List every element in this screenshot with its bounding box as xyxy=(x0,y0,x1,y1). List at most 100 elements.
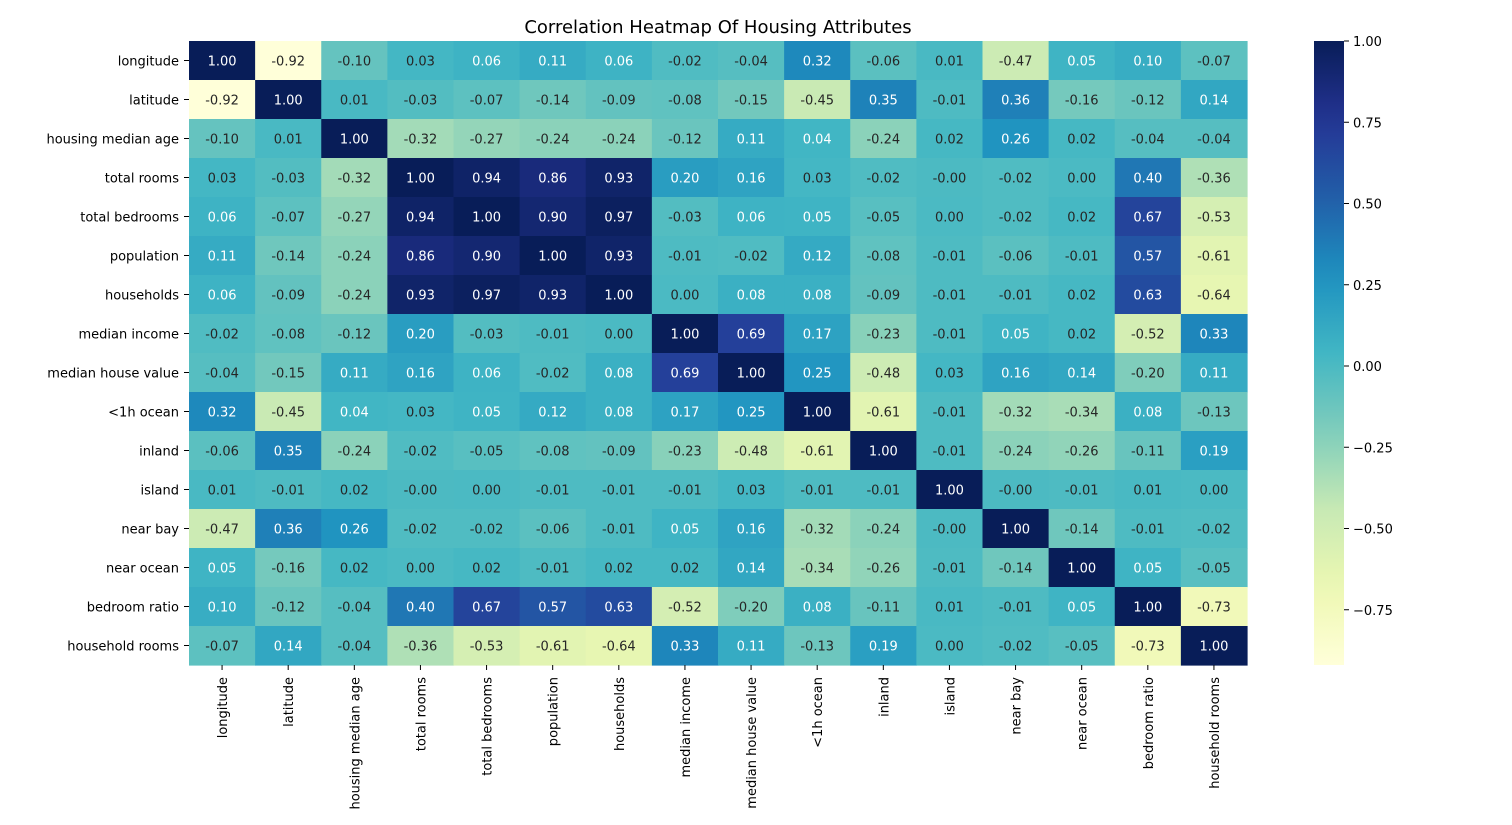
heatmap-cell xyxy=(784,197,851,237)
cell-value-label: 1.00 xyxy=(803,406,832,421)
cell-value-label: 0.00 xyxy=(935,640,964,655)
cell-value-label: 0.69 xyxy=(737,328,766,343)
cell-value-label: 0.00 xyxy=(472,484,501,499)
heatmap-cell xyxy=(850,548,917,588)
heatmap-cell xyxy=(916,431,984,471)
heatmap-cell xyxy=(850,80,917,120)
x-tick-label: island xyxy=(943,677,958,715)
heatmap-cell xyxy=(1048,470,1116,510)
heatmap-cell xyxy=(519,80,587,120)
heatmap-cell xyxy=(850,314,917,354)
cell-value-label: -0.47 xyxy=(999,55,1033,70)
cell-value-label: 0.05 xyxy=(1067,601,1096,616)
heatmap-cell xyxy=(916,353,984,393)
cell-value-label: 0.97 xyxy=(604,211,633,226)
heatmap-cell xyxy=(718,314,785,354)
cell-value-label: 0.02 xyxy=(670,562,699,577)
cell-value-label: 1.00 xyxy=(1001,523,1030,538)
cell-value-label: 0.02 xyxy=(472,562,501,577)
cell-value-label: -0.05 xyxy=(866,211,900,226)
heatmap-cell xyxy=(321,431,388,471)
heatmap-cell xyxy=(982,314,1050,354)
heatmap-cell xyxy=(1114,626,1182,666)
heatmap-cell xyxy=(255,626,322,666)
heatmap-cell xyxy=(916,80,984,120)
heatmap-cell xyxy=(453,119,521,159)
cell-value-label: 0.16 xyxy=(1001,367,1030,382)
x-tick-label: total bedrooms xyxy=(481,677,496,776)
cell-value-label: -0.06 xyxy=(866,55,900,70)
heatmap-cell xyxy=(718,275,785,315)
heatmap-cell xyxy=(255,119,322,159)
heatmap-cell xyxy=(255,236,322,276)
heatmap-cell xyxy=(189,158,256,198)
heatmap-cells: 1.00 -0.92 -0.10 0.03 0.06 0.11 0.06 -0.02 -0.04… xyxy=(189,41,1248,666)
heatmap-cell xyxy=(1048,41,1116,81)
cell-value-label: -0.04 xyxy=(1197,133,1231,148)
heatmap-cell xyxy=(1048,548,1116,588)
cell-value-label: 0.16 xyxy=(737,172,766,187)
cell-value-label: 0.00 xyxy=(935,211,964,226)
y-tick-label: population xyxy=(110,250,179,265)
heatmap-cell xyxy=(1048,119,1116,159)
cell-value-label: 0.02 xyxy=(340,562,369,577)
cell-value-label: 1.00 xyxy=(869,445,898,460)
heatmap-cell xyxy=(850,587,917,627)
cell-value-label: -0.08 xyxy=(271,328,305,343)
heatmap-cell xyxy=(453,353,521,393)
heatmap-cell xyxy=(387,197,455,237)
cell-value-label: 0.93 xyxy=(406,289,435,304)
heatmap-cell xyxy=(982,158,1050,198)
cell-value-label: -0.01 xyxy=(668,484,702,499)
cell-value-label: -0.07 xyxy=(470,94,504,109)
heatmap-cell xyxy=(519,275,587,315)
cell-value-label: 0.00 xyxy=(604,328,633,343)
colorbar-tick-label: −0.25 xyxy=(1353,441,1393,456)
cell-value-label: 0.00 xyxy=(1199,484,1228,499)
heatmap-cell xyxy=(387,548,455,588)
heatmap-cell xyxy=(1180,275,1248,315)
heatmap-cell xyxy=(1180,353,1248,393)
heatmap-cell xyxy=(651,197,719,237)
cell-value-label: 0.01 xyxy=(935,601,964,616)
cell-value-label: 0.00 xyxy=(406,562,435,577)
cell-value-label: -0.14 xyxy=(271,250,305,265)
heatmap-cell xyxy=(321,587,388,627)
heatmap-cell xyxy=(585,548,653,588)
heatmap-cell xyxy=(387,509,455,549)
heatmap-cell xyxy=(1114,431,1182,471)
heatmap-cell xyxy=(453,431,521,471)
heatmap-cell xyxy=(519,353,587,393)
heatmap-cell xyxy=(784,353,851,393)
heatmap-cell xyxy=(651,119,719,159)
heatmap-cell xyxy=(321,314,388,354)
cell-value-label: 0.90 xyxy=(472,250,501,265)
cell-value-label: 1.00 xyxy=(274,94,303,109)
cell-value-label: -0.01 xyxy=(536,484,570,499)
heatmap-cell xyxy=(982,197,1050,237)
heatmap-cell xyxy=(916,197,984,237)
heatmap-cell xyxy=(850,509,917,549)
cell-value-label: 0.03 xyxy=(935,367,964,382)
cell-value-label: -0.04 xyxy=(337,601,371,616)
cell-value-label: -0.02 xyxy=(999,172,1033,187)
cell-value-label: 0.01 xyxy=(274,133,303,148)
heatmap-cell xyxy=(1048,431,1116,471)
heatmap-cell xyxy=(784,158,851,198)
cell-value-label: -0.34 xyxy=(800,562,834,577)
cell-value-label: 0.08 xyxy=(604,406,633,421)
heatmap-cell xyxy=(321,626,388,666)
heatmap-cell xyxy=(784,626,851,666)
heatmap-cell xyxy=(651,392,719,432)
cell-value-label: -0.36 xyxy=(1197,172,1231,187)
heatmap-cell xyxy=(519,587,587,627)
cell-value-label: 0.06 xyxy=(472,55,501,70)
heatmap-cell xyxy=(718,80,785,120)
heatmap-cell xyxy=(519,197,587,237)
y-tick-label: bedroom ratio xyxy=(87,601,179,616)
heatmap-cell xyxy=(1114,236,1182,276)
heatmap-cell xyxy=(982,587,1050,627)
cell-value-label: 1.00 xyxy=(670,328,699,343)
cell-value-label: 0.25 xyxy=(737,406,766,421)
cell-value-label: 1.00 xyxy=(472,211,501,226)
